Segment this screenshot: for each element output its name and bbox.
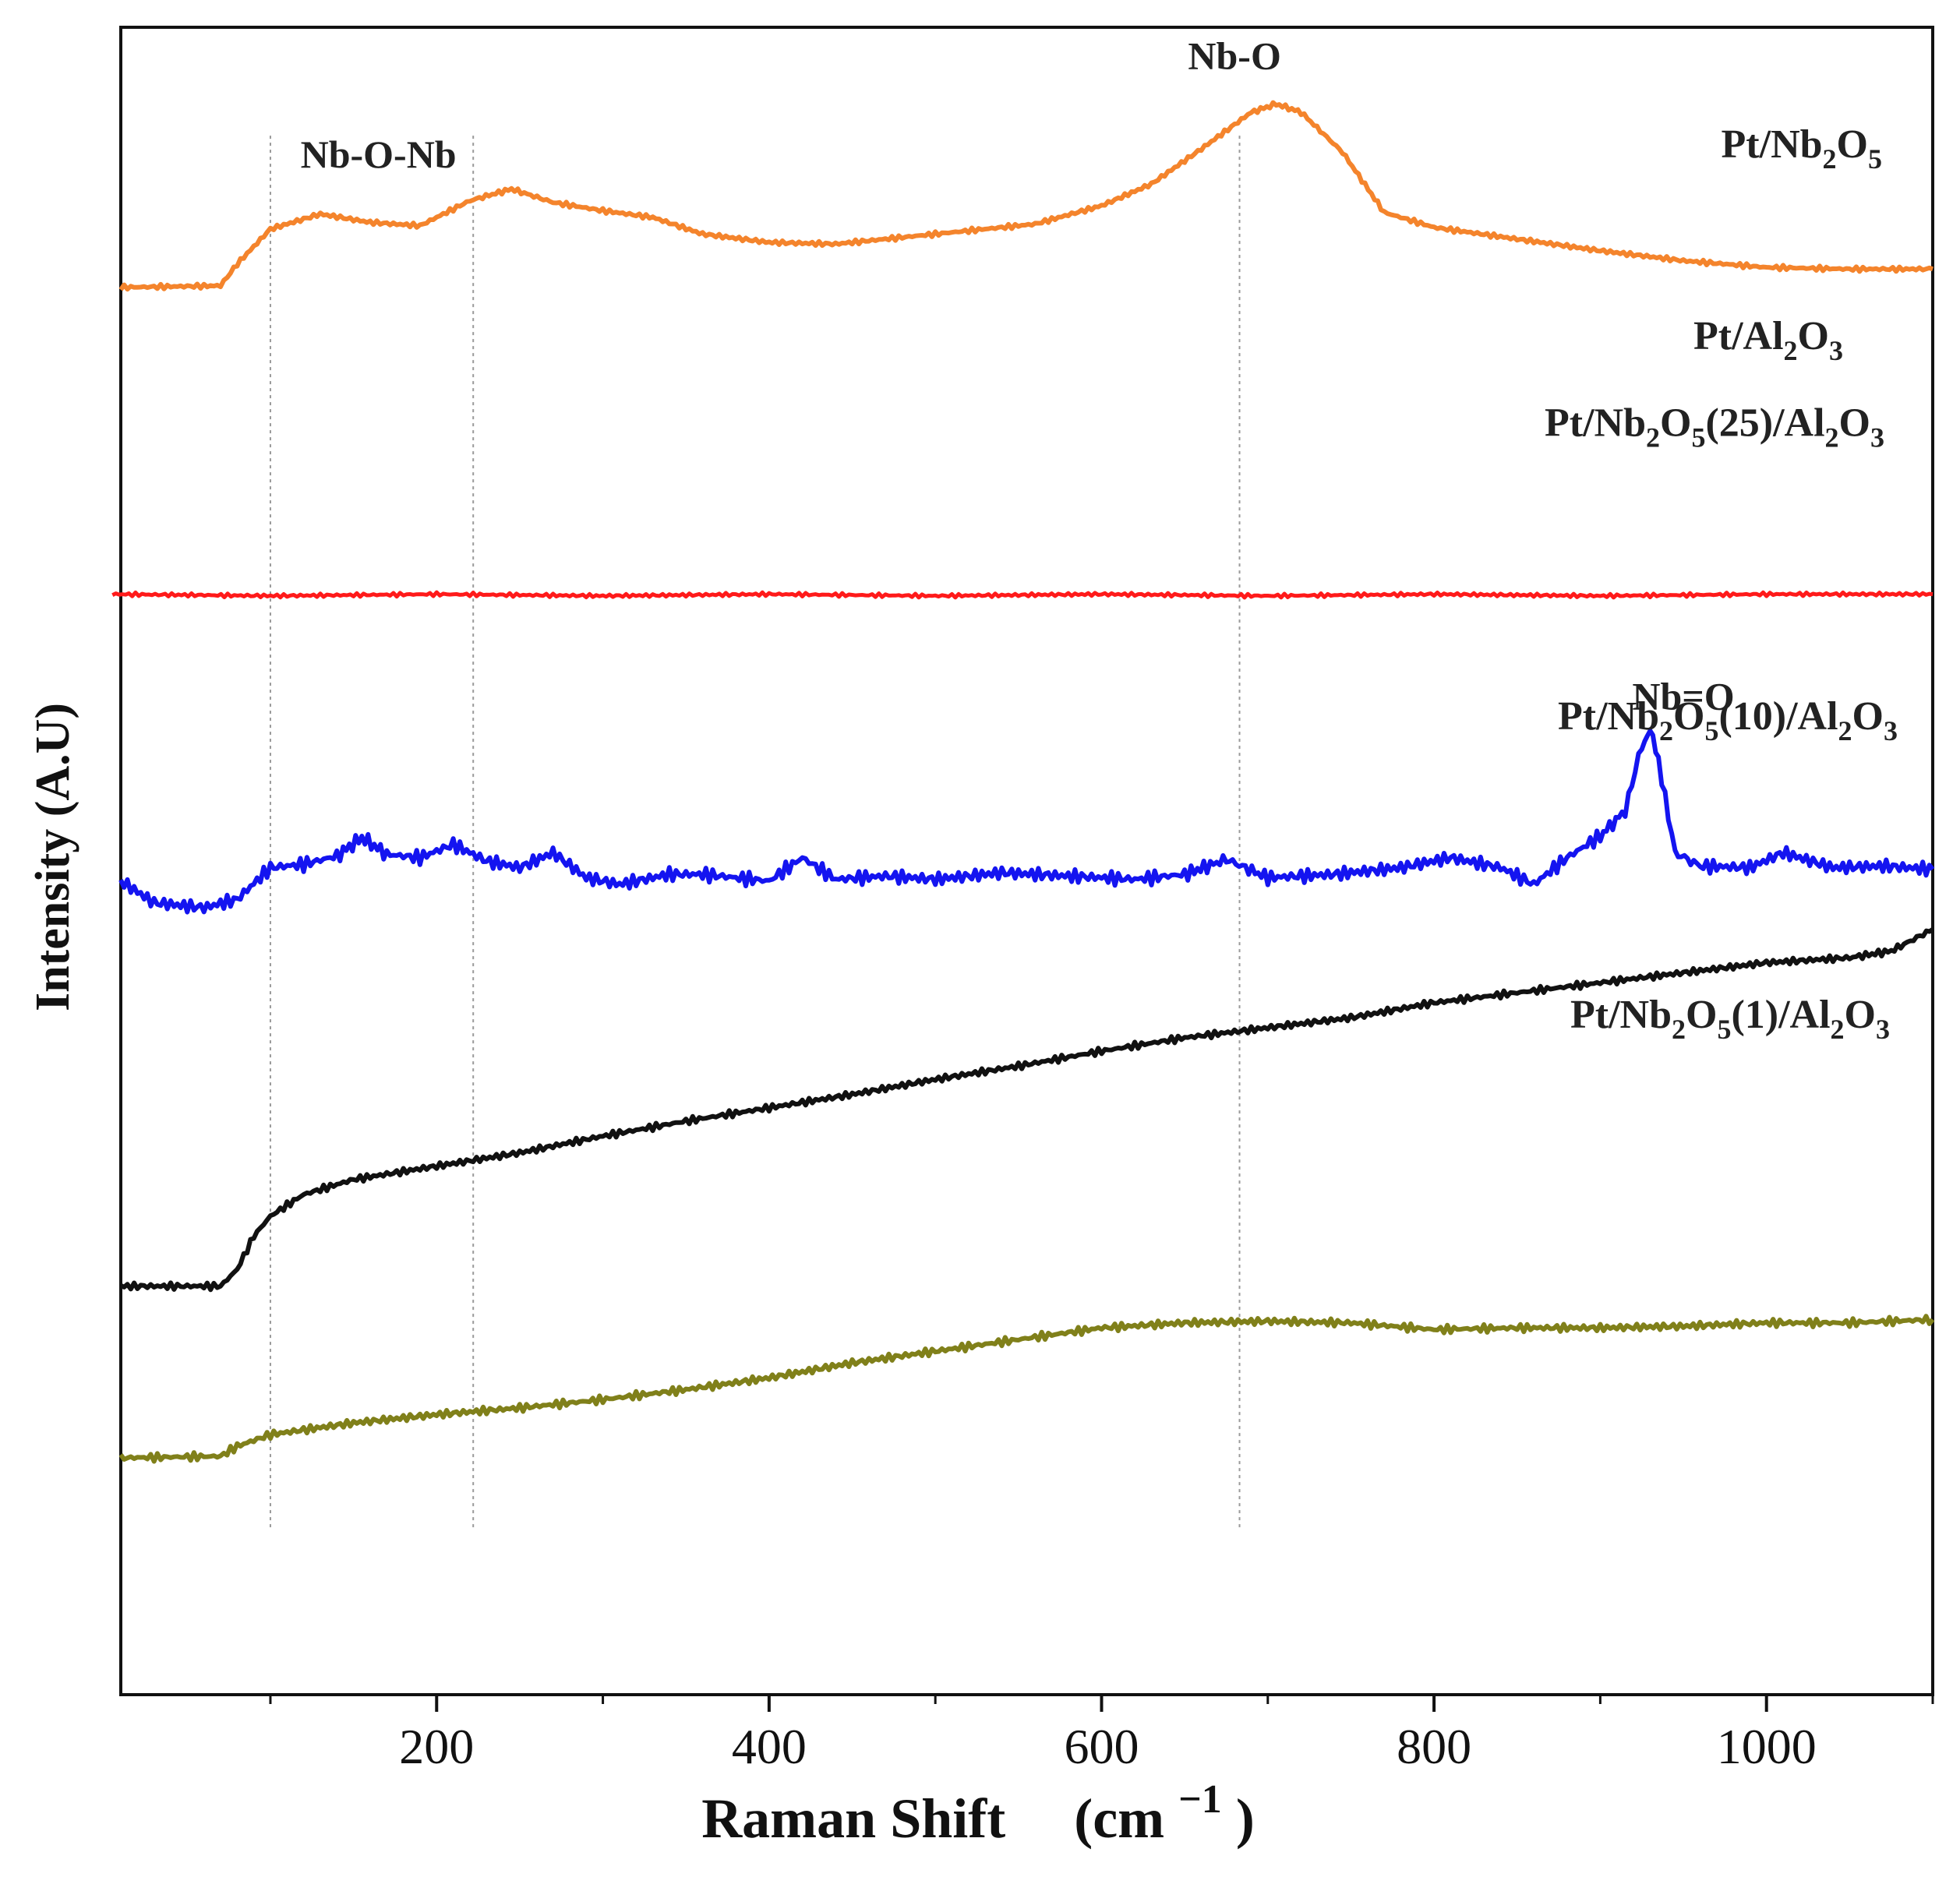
x-axis-tick-labels: 200 400 600 800 1000 [399,1719,1816,1774]
series-label-2: Pt/Nb2O5(25)/Al2O3 [1545,400,1884,453]
series-line-3 [119,927,1934,1293]
series-line-2 [118,728,1935,915]
x-tick-label-400: 400 [732,1719,807,1774]
plot-frame [119,26,1934,1696]
peak-annotations: Nb-O-Nb Nb-O Nb=O [301,34,1735,718]
annotation-2: Nb=O [1632,674,1734,718]
x-tick-label-800: 800 [1397,1719,1471,1774]
x-tick-label-200: 200 [399,1719,474,1774]
annotation-0: Nb-O-Nb [301,132,457,176]
x-axis-title: Raman Shift (cm −1 ) [701,1762,1255,1850]
series-lines [111,100,1935,1464]
series-label-3: Pt/Nb2O5(10)/Al2O3 [1558,694,1898,746]
series-line-1 [111,590,1934,600]
series-label-1: Pt/Al2O3 [1693,314,1843,366]
series-line-0 [118,100,1934,292]
series-label-0: Pt/Nb2O5 [1722,122,1882,175]
series-labels: Pt/Nb2O5 Pt/Al2O3 Pt/Nb2O5(25)/Al2O3 Pt/Nb2… [1545,122,1898,1045]
annotation-1: Nb-O [1188,34,1280,78]
reference-lines [269,136,1241,1528]
series-label-4: Pt/Nb2O5(1)/Al2O3 [1570,993,1890,1045]
x-tick-label-600: 600 [1064,1719,1139,1774]
y-axis-title: Intensity (A.U) [26,703,79,1011]
x-axis-ticks [269,1695,1934,1712]
series-line-4 [118,1314,1935,1464]
x-tick-label-1000: 1000 [1717,1719,1817,1774]
